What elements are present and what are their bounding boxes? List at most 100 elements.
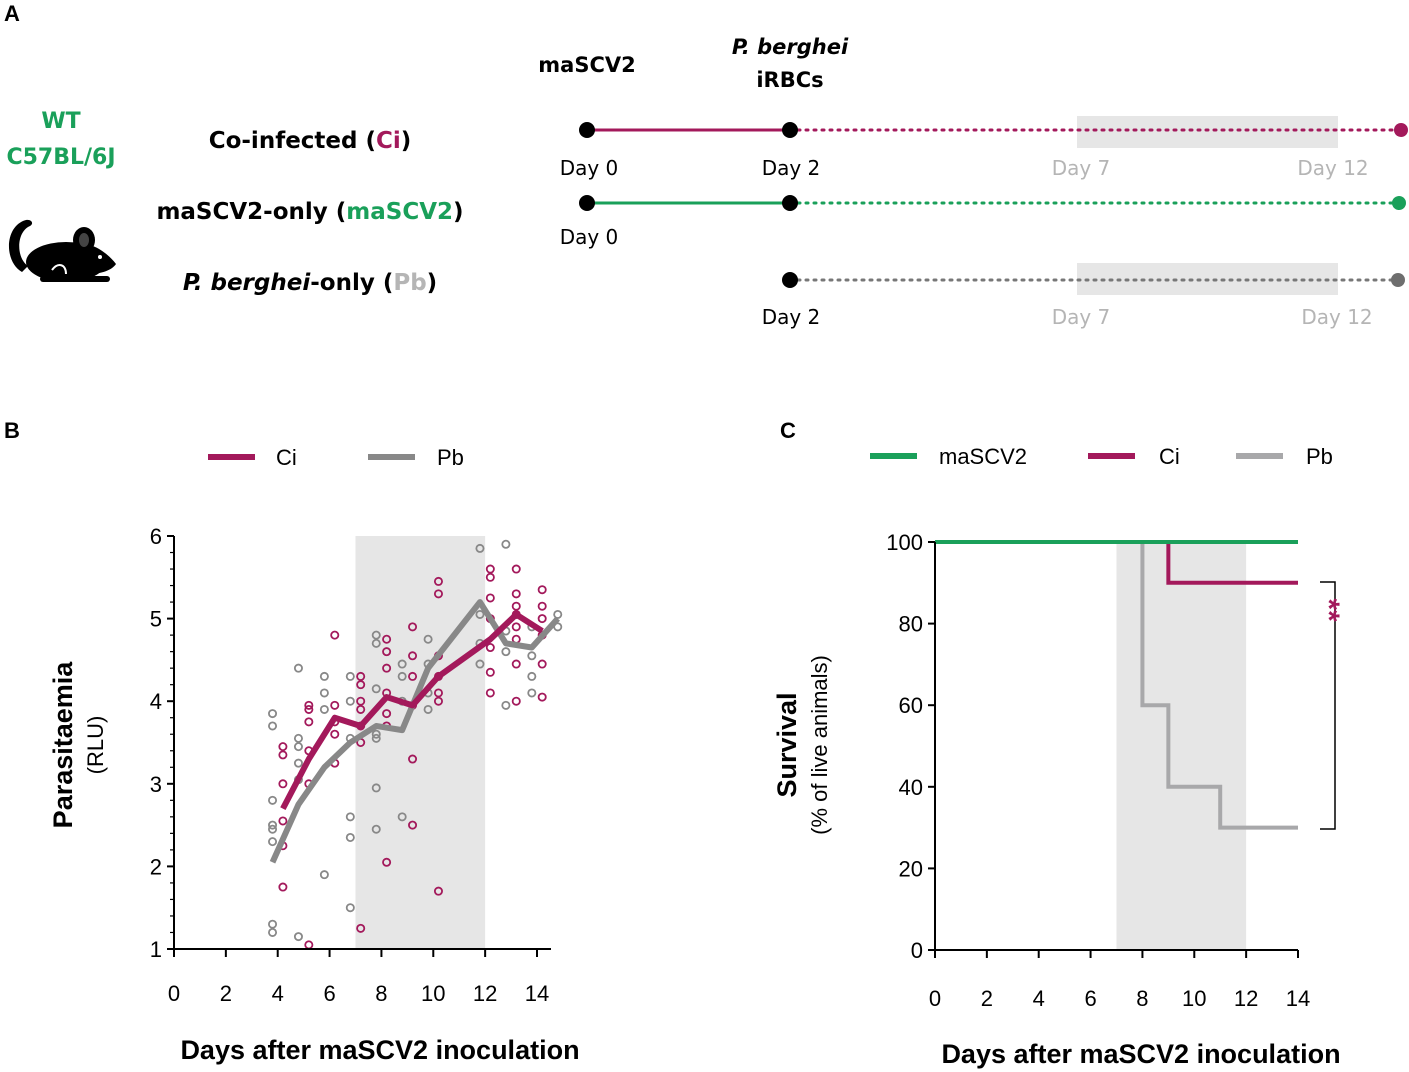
legend-c-pb-label: Pb [1306, 444, 1333, 469]
y-tick-label: 4 [150, 689, 162, 714]
ci-data-point [382, 634, 392, 644]
pb-data-point [319, 870, 329, 880]
ci-data-point [485, 593, 495, 603]
y-tick-label: 6 [150, 524, 162, 549]
x-tick-label: 8 [1136, 986, 1148, 1011]
x-tick-label: 14 [1286, 986, 1310, 1011]
ci-data-point [485, 643, 495, 653]
day-label-ci-12: Day 12 [1297, 156, 1368, 180]
header-pberghei: P. berghei [732, 35, 849, 59]
pb-data-point [345, 832, 355, 842]
day-label-ci-7: Day 7 [1052, 156, 1111, 180]
y-tick-label: 2 [150, 854, 162, 879]
pb-data-point [268, 837, 278, 847]
ci-data-point [356, 923, 366, 933]
ci-data-point [433, 886, 443, 896]
pb-mean-line [269, 599, 560, 864]
group-label-mascv2: maSCV2-only (maSCV2) [156, 199, 463, 225]
pb-data-point [397, 659, 407, 669]
pb-data-point [423, 634, 433, 644]
pb-data-point [397, 812, 407, 822]
ci-data-point [408, 820, 418, 830]
pb-data-point [319, 688, 329, 698]
ci-data-point [408, 651, 418, 661]
y-tick-label: 100 [886, 530, 923, 555]
pb-data-point [345, 812, 355, 822]
y-tick-label: 40 [899, 775, 923, 800]
pb-data-point [319, 671, 329, 681]
ci-data-point [511, 659, 521, 669]
pb-data-point [527, 651, 537, 661]
ci-data-point [511, 622, 521, 632]
ci-data-point [330, 630, 340, 640]
pb-data-point [423, 704, 433, 714]
timeline-ci-day2-marker [782, 122, 798, 138]
timeline-mascv2-end-marker [1392, 196, 1406, 210]
ci-data-point [537, 692, 547, 702]
ci-data-point [433, 589, 443, 599]
x-tick-label: 6 [323, 981, 335, 1006]
legend-b-pb-label: Pb [437, 445, 464, 470]
pb-data-point [527, 671, 537, 681]
ci-data-point [382, 709, 392, 719]
panel-c-label: C [780, 418, 796, 443]
pb-data-point [475, 609, 485, 619]
y-tick-label: 80 [899, 612, 923, 637]
x-tick-label: 6 [1084, 986, 1096, 1011]
significance-label: ** [1312, 598, 1345, 622]
pb-data-point [371, 783, 381, 793]
ci-data-point [485, 572, 495, 582]
ci-data-point [356, 704, 366, 714]
ci-data-point [433, 696, 443, 706]
x-tick-label: 12 [473, 981, 497, 1006]
ci-data-point [278, 742, 288, 752]
pb-data-point [371, 684, 381, 694]
timeline-pb-day2-marker [782, 272, 798, 288]
pb-data-point [293, 742, 303, 752]
y-tick-label: 1 [150, 937, 162, 962]
ci-data-point [278, 882, 288, 892]
ci-data-point [408, 671, 418, 681]
ci-data-point [408, 622, 418, 632]
ci-data-point [278, 779, 288, 789]
timeline-ci-day0-marker [579, 122, 595, 138]
x-tick-label: 14 [525, 981, 549, 1006]
axes-c: 0 20 40 60 80 100 0 2 4 6 8 10 12 14 [886, 530, 1310, 1011]
pb-data-point [345, 903, 355, 913]
ci-data-point [537, 601, 547, 611]
pb-data-point [293, 758, 303, 768]
ci-data-point [356, 671, 366, 681]
pb-data-point [345, 696, 355, 706]
ci-data-point [408, 754, 418, 764]
day-label-pb-12: Day 12 [1301, 305, 1372, 329]
ci-data-point [382, 647, 392, 657]
legend-b-ci-label: Ci [276, 445, 297, 470]
mouse-strain-name: C57BL/6J [6, 145, 115, 170]
x-tick-label: 12 [1234, 986, 1258, 1011]
ci-data-point [330, 729, 340, 739]
legend-c-ci-label: Ci [1159, 444, 1180, 469]
mouse-icon [8, 219, 116, 282]
pb-data-point [268, 709, 278, 719]
x-tick-label: 2 [981, 986, 993, 1011]
pb-data-point [397, 671, 407, 681]
x-tick-label: 4 [272, 981, 284, 1006]
pb-data-point [268, 927, 278, 937]
pb-data-point [501, 700, 511, 710]
ylabel-c-sub: (% of live animals) [807, 655, 832, 835]
pb-data-point [371, 824, 381, 834]
x-tick-label: 10 [1182, 986, 1206, 1011]
x-tick-label: 0 [929, 986, 941, 1011]
ci-data-point [511, 696, 521, 706]
pb-data-point [293, 932, 303, 942]
ci-data-point [278, 750, 288, 760]
timeline-shade-ci [1077, 116, 1338, 148]
timeline-mascv2-day0-marker [579, 195, 595, 211]
header-irbcs: iRBCs [756, 68, 823, 92]
pb-data-point [475, 543, 485, 553]
pb-data-point [501, 539, 511, 549]
panel-a-label: A [4, 1, 20, 26]
pb-data-point [371, 638, 381, 648]
